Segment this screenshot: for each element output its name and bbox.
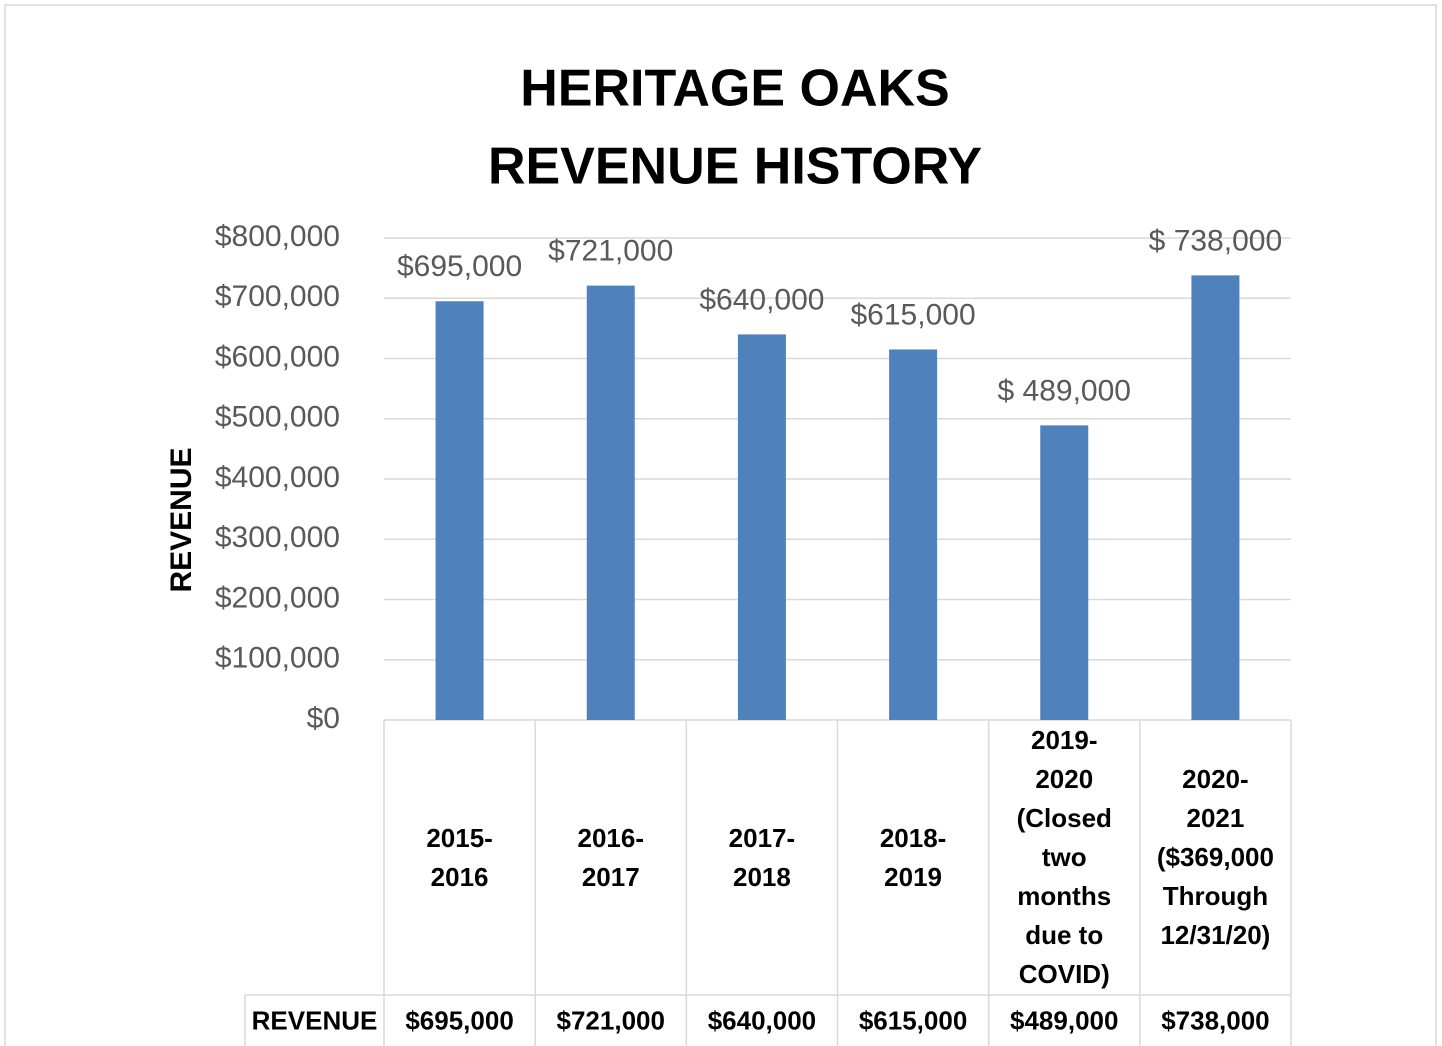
bar — [737, 334, 786, 720]
y-tick-label: $600,000 — [215, 340, 340, 373]
table-cell: $738,000 — [1161, 1005, 1269, 1035]
data-label: $640,000 — [699, 283, 824, 316]
data-label: $721,000 — [548, 235, 673, 268]
table-cell: $721,000 — [557, 1005, 665, 1035]
y-tick-label: $0 — [307, 702, 340, 735]
table-cell: $640,000 — [708, 1005, 816, 1035]
x-tick-cell: 2018-2019 — [838, 720, 989, 995]
chart-title: HERITAGE OAKS — [520, 60, 950, 118]
data-label: $ 738,000 — [1149, 224, 1282, 257]
y-tick-label: $100,000 — [215, 642, 340, 675]
y-tick-label: $800,000 — [215, 220, 340, 253]
x-tick-cell: 2017-2018 — [686, 720, 837, 995]
bar — [1191, 275, 1240, 720]
bar — [889, 349, 938, 720]
x-tick-cell: 2019-2020 (Closed two months due to COVI… — [989, 720, 1140, 995]
y-axis-title: REVENUE — [165, 447, 198, 592]
x-tick-cell: 2020-2021 ($369,000 Through 12/31/20) — [1140, 720, 1291, 995]
x-tick-label: 2018-2019 — [879, 822, 947, 892]
y-tick-label: $200,000 — [215, 581, 340, 614]
bar — [435, 301, 484, 720]
y-tick-label: $500,000 — [215, 401, 340, 434]
data-label: $615,000 — [851, 298, 976, 331]
x-tick-label: 2016-2017 — [577, 822, 644, 892]
y-tick-label: $700,000 — [215, 280, 340, 313]
x-tick-cell: 2016-2017 — [535, 720, 686, 995]
x-tick-label: 2020-2021 ($369,000 Through 12/31/20) — [1156, 764, 1274, 950]
y-tick-label: $300,000 — [215, 521, 340, 554]
table-cell: $615,000 — [859, 1005, 967, 1035]
x-tick-cell: 2017-2018 — [686, 720, 837, 995]
x-tick-label: 2017-2018 — [728, 822, 796, 892]
data-label: $695,000 — [397, 250, 522, 283]
x-tick-label: 2019-2020 (Closed two months due to COVI… — [1016, 725, 1112, 989]
x-tick-cell: 2019-2020 (Closed two months due to COVI… — [989, 720, 1140, 995]
data-label: $ 489,000 — [998, 374, 1131, 407]
x-tick-cell: 2015-2016 — [384, 720, 535, 995]
table-cell: $695,000 — [405, 1005, 513, 1035]
bar — [586, 285, 635, 720]
y-tick-label: $400,000 — [215, 461, 340, 494]
x-tick-label: 2015-2016 — [426, 822, 493, 892]
table-cell: $489,000 — [1010, 1005, 1118, 1035]
x-tick-cell: 2018-2019 — [838, 720, 989, 995]
table-row-header: REVENUE — [252, 1005, 378, 1035]
x-tick-cell: 2016-2017 — [535, 720, 686, 995]
chart-title: REVENUE HISTORY — [488, 138, 982, 196]
x-tick-cell: 2015-2016 — [384, 720, 535, 995]
bar — [1040, 425, 1089, 720]
x-tick-cell: 2020-2021 ($369,000 Through 12/31/20) — [1140, 720, 1291, 995]
